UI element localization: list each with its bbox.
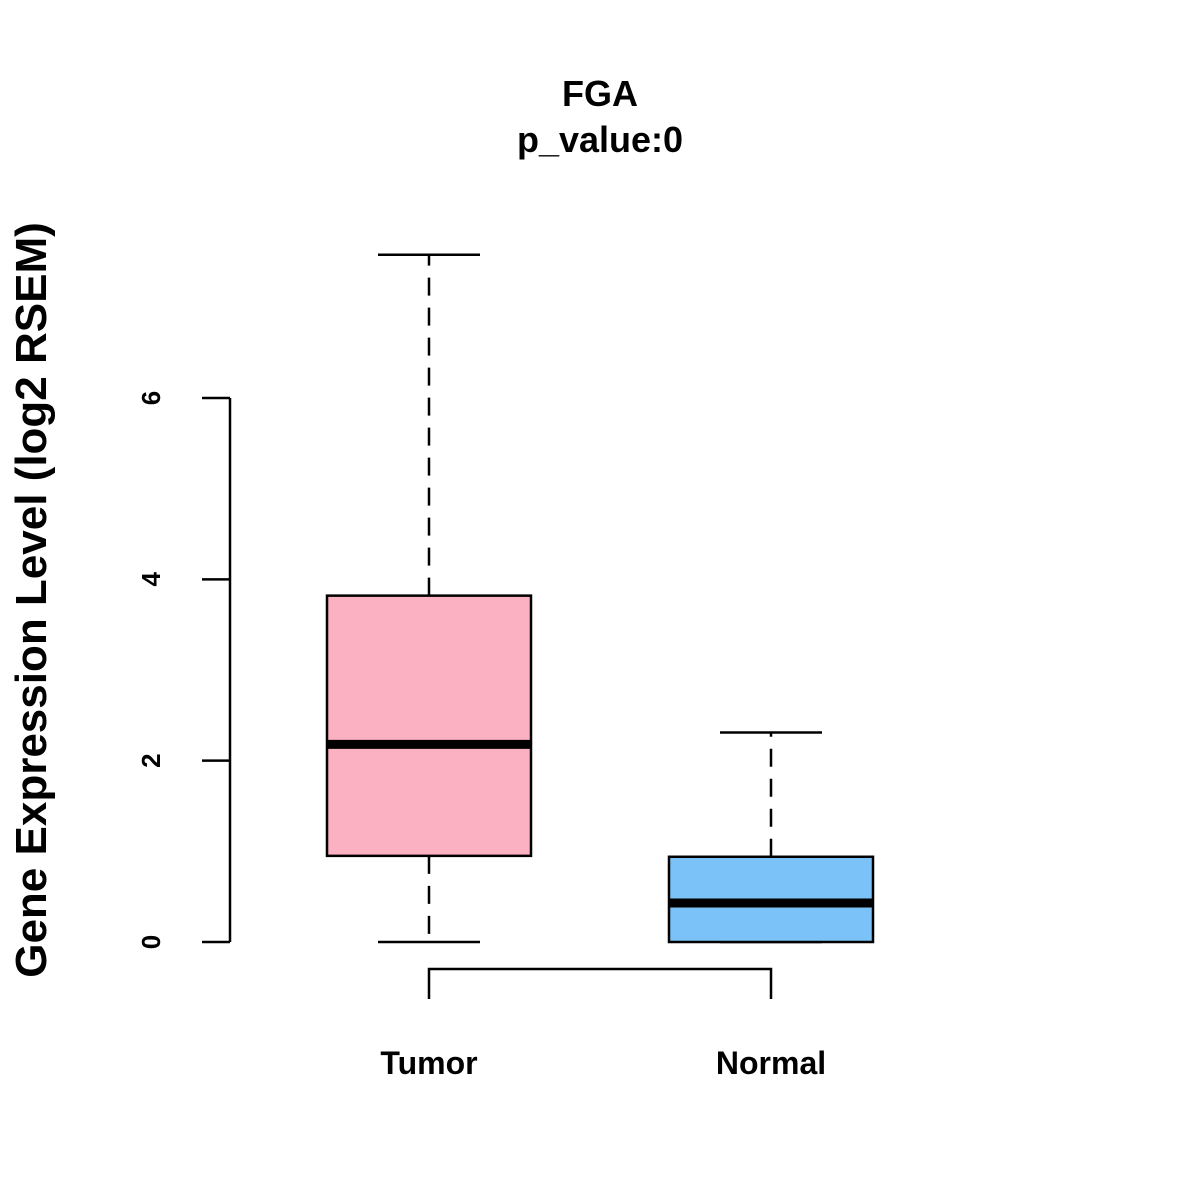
y-axis: 0 2 4 6: [136, 391, 232, 949]
y-tick-label: 6: [136, 391, 166, 405]
x-tick-label-tumor: Tumor: [380, 1045, 477, 1081]
boxes: [325, 253, 875, 944]
comparison-bracket: [427, 967, 773, 999]
y-axis-label: Gene Expression Level (log2 RSEM): [7, 222, 56, 978]
y-tick-label: 0: [136, 935, 166, 949]
x-axis-labels: Tumor Normal: [380, 1045, 826, 1081]
y-tick-label: 4: [136, 572, 166, 587]
bracket-line: [427, 967, 773, 999]
x-tick-label-normal: Normal: [716, 1045, 826, 1081]
box-iqr: [325, 594, 533, 858]
box-tumor: [325, 253, 533, 944]
chart-subtitle: p_value:0: [517, 119, 683, 160]
chart-title: FGA: [562, 73, 638, 114]
box-normal: [667, 731, 875, 944]
y-tick-label: 2: [136, 753, 166, 767]
